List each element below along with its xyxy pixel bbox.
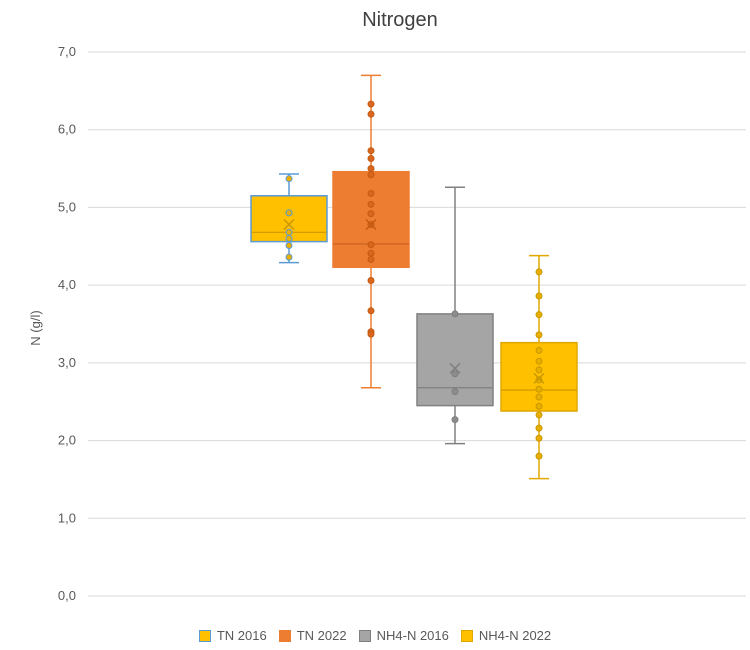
data-point bbox=[535, 434, 543, 442]
y-tick-label: 0,0 bbox=[58, 588, 76, 603]
data-point bbox=[367, 241, 375, 249]
y-tick-labels: 0,0 1,0 2,0 3,0 4,0 5,0 6,0 7,0 bbox=[58, 44, 76, 603]
chart-title: Nitrogen bbox=[362, 9, 438, 31]
data-point bbox=[535, 393, 543, 401]
data-point bbox=[451, 388, 459, 396]
data-point bbox=[367, 276, 375, 284]
mean-marker bbox=[449, 362, 461, 374]
y-tick-label: 2,0 bbox=[58, 433, 76, 448]
data-point bbox=[451, 370, 459, 378]
data-point bbox=[535, 346, 543, 354]
gridlines bbox=[88, 51, 746, 597]
legend-label: NH4-N 2016 bbox=[376, 628, 449, 643]
y-axis-label: N (g/l) bbox=[28, 310, 43, 345]
data-point bbox=[367, 147, 375, 155]
legend-swatch bbox=[278, 629, 291, 642]
data-point bbox=[535, 385, 543, 393]
box-nh4-n-2016 bbox=[416, 186, 494, 445]
legend-label: NH4-N 2022 bbox=[478, 628, 552, 643]
data-point bbox=[285, 235, 293, 243]
data-point bbox=[535, 311, 543, 319]
data-point bbox=[535, 402, 543, 410]
y-tick-label: 6,0 bbox=[58, 122, 76, 137]
mean-marker bbox=[533, 372, 545, 384]
data-point bbox=[535, 424, 543, 432]
data-point bbox=[535, 357, 543, 365]
mean-marker bbox=[365, 218, 377, 231]
box-series bbox=[250, 74, 578, 480]
box-tn-2022 bbox=[332, 74, 410, 389]
data-point bbox=[451, 310, 459, 318]
legend-item: TN 2022 bbox=[278, 628, 347, 643]
legend-swatch bbox=[198, 629, 211, 642]
data-point bbox=[535, 376, 543, 384]
legend-label: TN 2016 bbox=[216, 628, 267, 643]
data-point bbox=[367, 165, 375, 173]
data-point bbox=[285, 175, 293, 183]
box-nh4-n-2022 bbox=[500, 254, 578, 480]
y-tick-label: 7,0 bbox=[58, 44, 76, 59]
mean-marker bbox=[283, 218, 295, 231]
data-point bbox=[285, 209, 293, 217]
data-point bbox=[367, 330, 375, 338]
data-point bbox=[285, 242, 293, 250]
legend: TN 2016 TN 2022 NH4-N 2016 NH4-N 2022 bbox=[0, 628, 750, 645]
y-tick-label: 4,0 bbox=[58, 277, 76, 292]
box-tn-2016 bbox=[250, 173, 328, 264]
legend-label: TN 2022 bbox=[296, 628, 347, 643]
data-point bbox=[535, 268, 543, 276]
y-tick-label: 3,0 bbox=[58, 355, 76, 370]
data-point bbox=[367, 154, 375, 162]
box-plot-chart: Nitrogen N (g/l) 0,0 1,0 2,0 3,0 4,0 5,0 6,0 7,… bbox=[28, 9, 746, 603]
data-point bbox=[367, 210, 375, 218]
legend-swatch bbox=[460, 629, 473, 642]
legend-item: NH4-N 2016 bbox=[358, 628, 449, 643]
data-point bbox=[367, 171, 375, 179]
legend-item: TN 2016 bbox=[198, 628, 267, 643]
data-point bbox=[535, 331, 543, 339]
data-point bbox=[535, 366, 543, 374]
legend-item: NH4-N 2022 bbox=[460, 628, 552, 643]
legend-swatch bbox=[358, 629, 371, 642]
data-point bbox=[367, 249, 375, 257]
data-point bbox=[535, 452, 543, 460]
data-point bbox=[367, 110, 375, 118]
data-point bbox=[535, 292, 543, 300]
data-point bbox=[367, 255, 375, 263]
data-point bbox=[367, 200, 375, 208]
data-point bbox=[367, 307, 375, 315]
y-tick-label: 1,0 bbox=[58, 510, 76, 525]
data-point bbox=[285, 228, 293, 236]
data-point bbox=[367, 189, 375, 197]
data-point bbox=[451, 416, 459, 424]
data-point bbox=[535, 411, 543, 419]
data-point bbox=[285, 253, 293, 261]
data-point bbox=[367, 100, 375, 108]
y-tick-label: 5,0 bbox=[58, 199, 76, 214]
